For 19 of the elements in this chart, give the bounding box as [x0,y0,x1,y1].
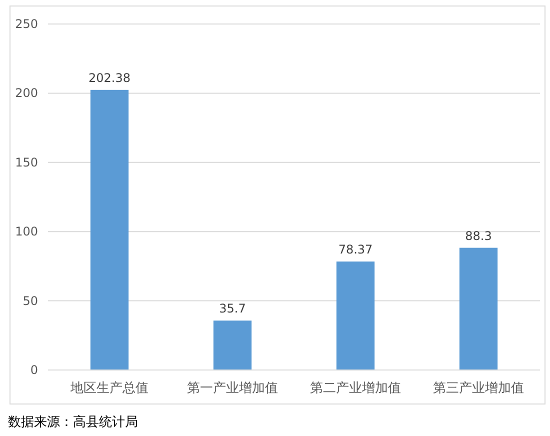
y-tick-label: 0 [30,363,38,377]
data-label: 78.37 [338,242,373,257]
source-note: 数据来源：高县统计局 [8,414,138,430]
y-tick-label: 200 [15,86,38,100]
y-tick-label: 250 [15,17,38,31]
data-label: 88.3 [465,228,492,243]
x-tick-label: 第三产业增加值 [433,381,524,396]
x-tick-label: 第二产业增加值 [310,381,401,396]
y-tick-label: 50 [22,294,38,308]
y-tick-label: 150 [15,155,38,170]
x-tick-label: 第一产业增加值 [187,381,278,396]
data-label: 35.7 [219,302,246,316]
bar [90,90,129,370]
bar [459,248,498,370]
bar [336,262,375,370]
data-label: 202.38 [88,70,130,85]
y-tick-label: 100 [15,224,38,239]
x-tick-label: 地区生产总值 [70,381,148,396]
bar [213,320,252,370]
